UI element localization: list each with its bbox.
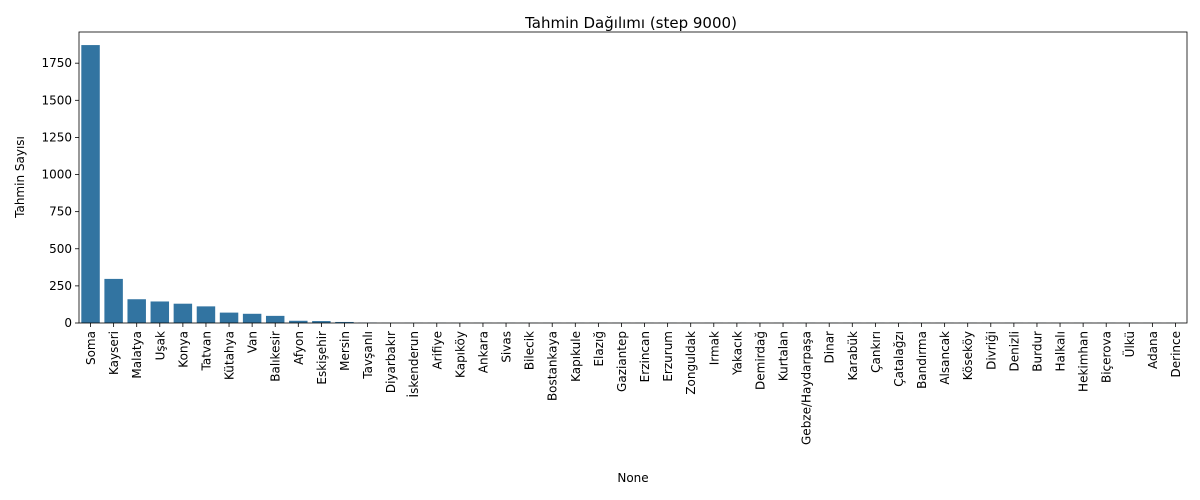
x-tick-label: Diyarbakır	[384, 331, 398, 393]
x-tick-label: Biçerova	[1100, 331, 1114, 383]
y-axis-label: Tahmin Sayısı	[13, 136, 27, 219]
x-tick-label: Malatya	[130, 331, 144, 379]
x-tick-label: Kapıköy	[453, 331, 467, 378]
x-tick-label: Elazığ	[592, 331, 606, 367]
x-tick-label: Demirdağ	[753, 331, 767, 390]
x-tick-label: Kapıkule	[569, 331, 583, 382]
x-tick-label: Bostankaya	[546, 331, 560, 401]
x-tick-label: Erzurum	[661, 331, 675, 382]
x-tick-label: Dinar	[823, 331, 837, 364]
x-tick-label: Van	[246, 331, 260, 353]
bar-Kayseri	[104, 278, 123, 323]
x-tick-label: Çatalağzı	[892, 331, 906, 387]
x-tick-label: İskenderun	[406, 331, 421, 397]
y-tick-label: 1750	[41, 56, 72, 70]
x-tick-label: Halkalı	[1054, 331, 1068, 371]
x-tick-label: Bandırma	[915, 331, 929, 389]
x-tick-label: Kütahya	[223, 331, 237, 380]
x-tick-label: Sivas	[500, 331, 514, 363]
x-tick-label: Tatvan	[199, 331, 213, 371]
bar-Konya	[173, 303, 193, 323]
x-tick-label: Adana	[1146, 331, 1160, 369]
bar-Uşak	[150, 301, 170, 323]
bar-Eskişehir	[312, 321, 331, 323]
x-tick-label: Çankırı	[869, 331, 883, 373]
y-tick-label: 500	[49, 242, 72, 256]
plot-frame	[78, 31, 1188, 324]
x-tick-label: Derince	[1169, 331, 1183, 377]
x-tick-label: Arifiye	[430, 331, 444, 370]
y-tick-label: 0	[64, 316, 72, 330]
y-axis: 0 250 500 750 1000 1250 1500 1750	[41, 56, 79, 330]
y-tick-label: 750	[49, 205, 72, 219]
chart-title: Tahmin Dağılımı (step 9000)	[524, 14, 737, 32]
x-axis-label: None	[617, 471, 648, 485]
x-tick-label: Bilecik	[523, 331, 537, 370]
bar-Kütahya	[219, 312, 239, 323]
x-tick-label: Köseköy	[961, 331, 975, 380]
y-tick-label: 1250	[41, 130, 72, 144]
x-tick-label: Karabük	[846, 331, 860, 381]
x-tick-label: Hekimhan	[1077, 331, 1091, 392]
bar-Van	[242, 313, 262, 323]
bar-Malatya	[127, 299, 146, 323]
x-tick-label: Denizli	[1007, 331, 1021, 372]
x-tick-label: Kayseri	[107, 331, 121, 375]
x-tick-label: Irmak	[707, 331, 721, 365]
x-tick-label: Alsancak	[938, 331, 952, 385]
x-tick-label: Divriği	[984, 331, 998, 370]
bar-Tatvan	[196, 306, 216, 323]
x-tick-label: Gaziantep	[615, 331, 629, 392]
x-tick-label: Kurtalan	[777, 331, 791, 381]
x-tick-label: Ankara	[476, 331, 490, 373]
bar-Mersin	[335, 321, 354, 323]
x-tick-label: Gebze/Haydarpaşa	[800, 331, 814, 445]
x-tick-label: Afyon	[292, 331, 306, 365]
x-tick-label: Tavşanlı	[361, 331, 375, 380]
bar-Soma	[81, 45, 100, 323]
x-tick-label: Uşak	[153, 331, 167, 360]
x-tick-label: Soma	[84, 331, 98, 365]
y-tick-label: 1500	[41, 93, 72, 107]
x-tick-label: Mersin	[338, 331, 352, 371]
x-tick-label: Ülkü	[1121, 331, 1137, 357]
y-tick-label: 1000	[41, 168, 72, 182]
x-axis: Soma Kayseri Malatya Uşak Konya Tatvan Kütahya…	[84, 323, 1183, 445]
bar-Afyon	[289, 320, 308, 323]
x-tick-label: Balıkesir	[269, 331, 283, 382]
x-tick-label: Yakacık	[730, 331, 744, 376]
x-tick-label: Erzincan	[638, 331, 652, 382]
x-tick-label: Konya	[176, 331, 190, 368]
y-tick-label: 250	[49, 279, 72, 293]
x-tick-label: Eskişehir	[315, 331, 329, 385]
bar-Balıkesir	[265, 315, 285, 323]
x-tick-label: Zonguldak	[684, 331, 698, 395]
x-tick-label: Burdur	[1030, 331, 1044, 372]
